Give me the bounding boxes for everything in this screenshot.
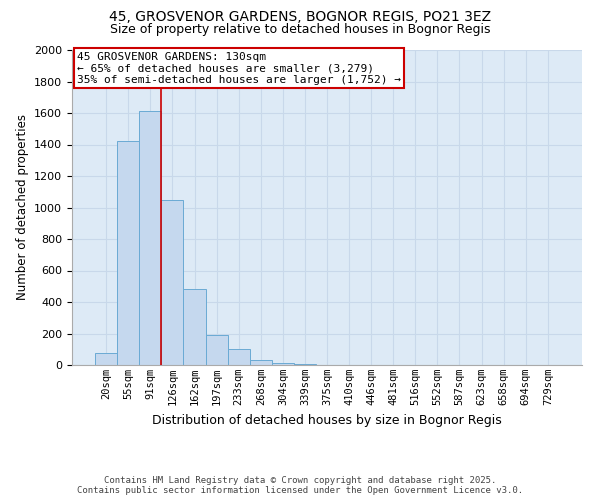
Text: Size of property relative to detached houses in Bognor Regis: Size of property relative to detached ho… [110, 22, 490, 36]
Bar [206, 335, 227, 365]
Text: 45 GROSVENOR GARDENS: 130sqm
← 65% of detached houses are smaller (3,279)
35% of: 45 GROSVENOR GARDENS: 130sqm ← 65% of de… [77, 52, 401, 85]
Bar [117, 142, 139, 365]
Bar [161, 200, 184, 365]
Bar [227, 349, 250, 365]
Bar [139, 110, 161, 365]
Bar [95, 353, 117, 365]
Y-axis label: Number of detached properties: Number of detached properties [16, 114, 29, 300]
Bar [250, 360, 272, 365]
Text: 45, GROSVENOR GARDENS, BOGNOR REGIS, PO21 3EZ: 45, GROSVENOR GARDENS, BOGNOR REGIS, PO2… [109, 10, 491, 24]
Bar [184, 290, 206, 365]
Bar [272, 364, 294, 365]
X-axis label: Distribution of detached houses by size in Bognor Regis: Distribution of detached houses by size … [152, 414, 502, 426]
Bar [294, 364, 316, 365]
Text: Contains HM Land Registry data © Crown copyright and database right 2025.
Contai: Contains HM Land Registry data © Crown c… [77, 476, 523, 495]
